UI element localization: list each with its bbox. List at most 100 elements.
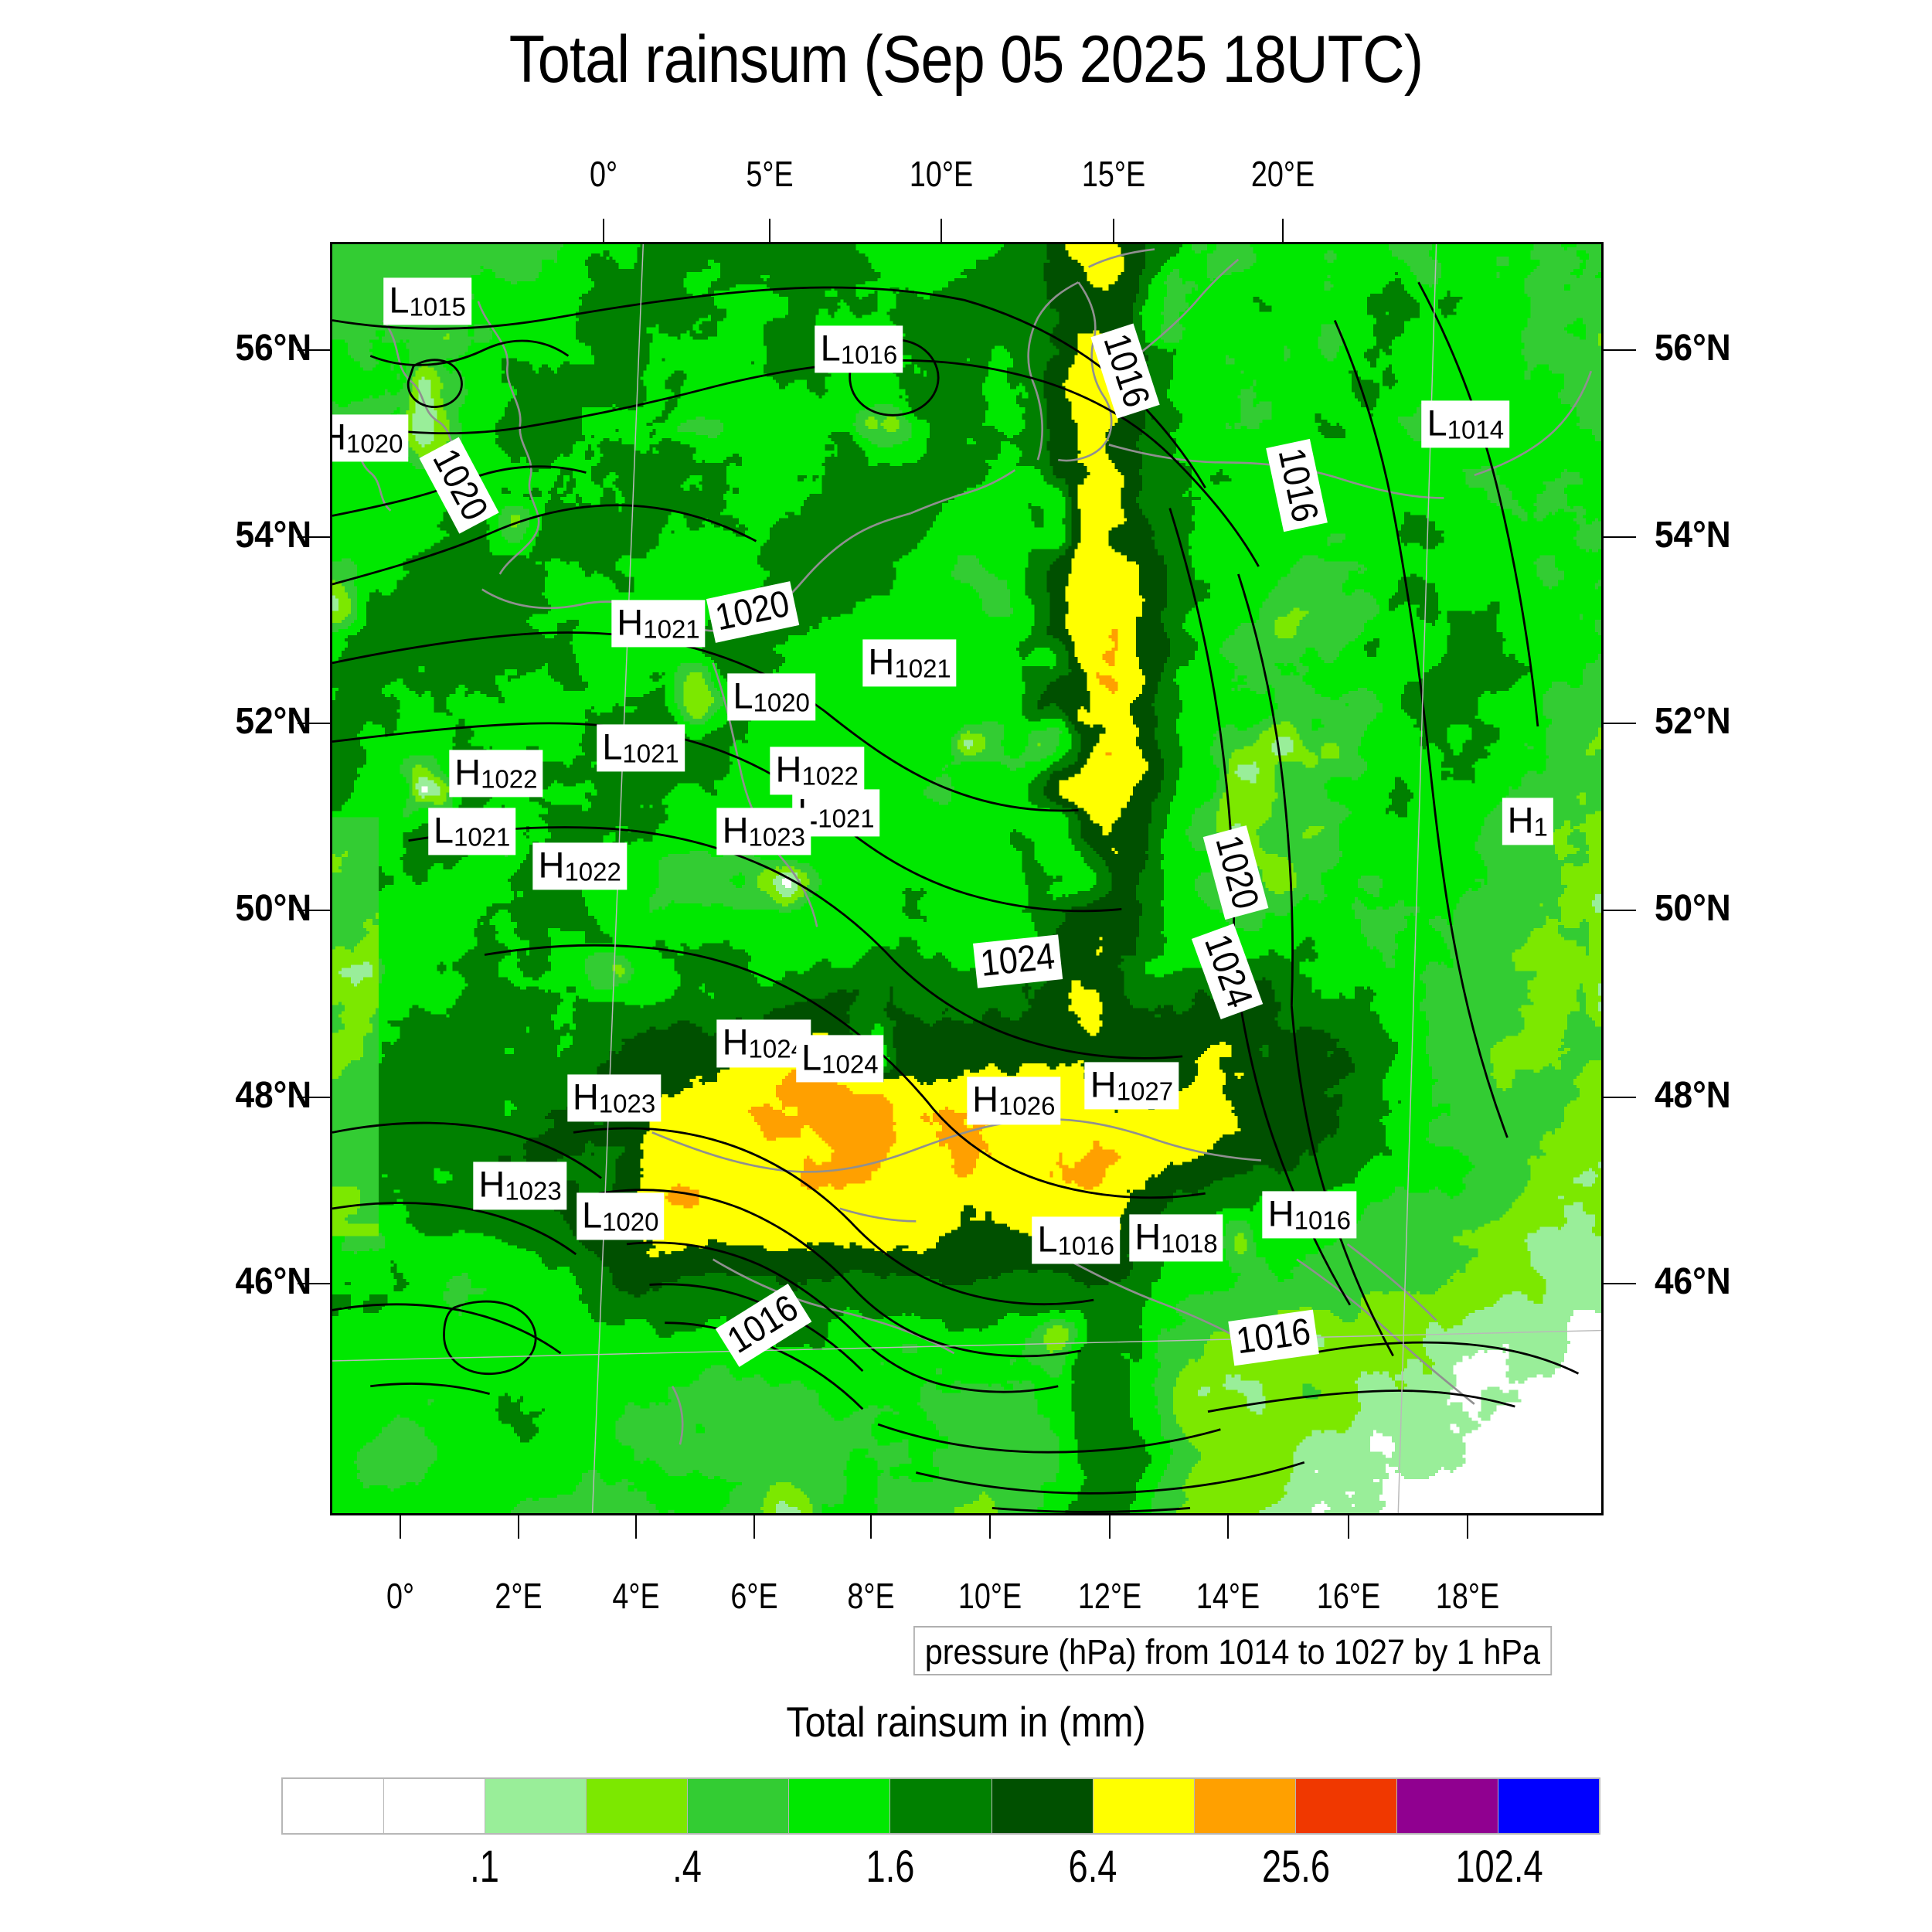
pressure-center-label-low-12: L1021 (427, 808, 516, 855)
top-tickmark-0 (603, 219, 605, 242)
right-lat-tick-0: 56°N (1655, 328, 1731, 369)
isobar-1020-e (1237, 573, 1294, 1006)
bottom-tick-7: 14°E (1196, 1576, 1260, 1616)
left-lat-tick-5: 46°N (235, 1261, 312, 1303)
pressure-center-label-high-9: H1022 (770, 747, 864, 795)
coastline-segment-18 (1296, 1258, 1475, 1405)
isobar-1025 (573, 1127, 851, 1223)
isobar-value-label-5: 1024 (972, 934, 1063, 988)
isobar-1015-n (332, 286, 964, 330)
isobar-1016-e1 (1333, 319, 1427, 732)
right-latmark-4 (1604, 1097, 1636, 1099)
map-plot-area[interactable]: L1015 L1016 H1020 L1014 H1021 H1021 L1020 L1021… (330, 242, 1604, 1515)
colorbar-segment-7 (992, 1779, 1094, 1833)
isobar-1026 (598, 1189, 854, 1288)
coastlines-layer (344, 248, 1593, 1445)
left-latmark-5 (298, 1283, 330, 1285)
pressure-center-label-low-7: L1021 (597, 724, 685, 772)
colorbar-segment-6 (890, 1779, 992, 1833)
bottom-tickmark-1 (517, 1515, 519, 1539)
coastline-segment-21 (839, 1207, 917, 1223)
colorbar-label-5: 25.6 (1262, 1842, 1331, 1892)
colorbar-label-1: .1 (469, 1842, 499, 1892)
isobar-1020-sw (332, 1303, 562, 1355)
graticule-layer (332, 244, 1601, 1513)
left-lat-tick-4: 48°N (235, 1075, 312, 1117)
colorbar-segment-12 (1498, 1779, 1600, 1833)
colorbar-label-4: 6.4 (1069, 1842, 1117, 1892)
left-latmark-2 (298, 722, 330, 724)
bottom-tick-2: 4°E (611, 1576, 660, 1616)
coastline-segment-14 (651, 1118, 1033, 1173)
isobars-layer (332, 281, 1580, 1513)
pressure-center-label-high-11: H1023 (716, 808, 811, 855)
coastline-segment-19 (1346, 1243, 1437, 1321)
colorbar-title: Total rainsum in (mm) (786, 1698, 1146, 1746)
isobar-1020-sw2 (370, 1383, 490, 1396)
bottom-tickmark-8 (1348, 1515, 1350, 1539)
top-tick-2: 10°E (909, 154, 974, 194)
bottom-tickmark-5 (988, 1515, 991, 1539)
isobar-1022 (332, 722, 831, 816)
bottom-tick-9: 18°E (1435, 1576, 1499, 1616)
pressure-center-label-low-1: L1016 (815, 325, 903, 373)
right-lat-tick-5: 46°N (1655, 1261, 1731, 1303)
bottom-tick-4: 8°E (847, 1576, 895, 1616)
top-tick-1: 5°E (745, 154, 794, 194)
bottom-tickmark-9 (1466, 1515, 1468, 1539)
bottom-tick-8: 16°E (1317, 1576, 1381, 1616)
pressure-center-label-high-15: H1024 (716, 1019, 811, 1068)
left-lat-tick-3: 50°N (235, 888, 312, 930)
isobar-1023-e (892, 959, 1183, 1060)
right-latmark-2 (1604, 722, 1636, 724)
bottom-tickmark-4 (870, 1515, 872, 1539)
isobar-1027 (626, 1241, 859, 1337)
colorbar-label-3: 1.6 (866, 1842, 915, 1892)
right-lat-tick-2: 52°N (1655, 700, 1731, 742)
isobar-1021 (332, 631, 825, 713)
pressure-center-label-high-13: H1 (1502, 798, 1553, 845)
left-latmark-4 (298, 1097, 330, 1099)
pressure-center-label-high-8: H1022 (449, 750, 543, 798)
coastline-segment-11 (1474, 370, 1593, 477)
pressure-center-label-high-2: H1020 (332, 414, 409, 462)
top-tickmark-1 (768, 219, 770, 242)
pressure-center-label-high-4: H1021 (611, 600, 706, 648)
pressure-center-label-high-17: H1023 (566, 1074, 662, 1122)
pressure-center-label-low-0: L1015 (383, 277, 471, 325)
isobar-1014-e (1417, 281, 1539, 727)
top-tickmark-4 (1281, 219, 1284, 242)
left-latmark-1 (298, 536, 330, 539)
bottom-tickmark-2 (634, 1515, 637, 1539)
colorbar-segment-5 (789, 1779, 891, 1833)
left-latmark-0 (298, 349, 330, 352)
colorbar-segment-8 (1093, 1779, 1195, 1833)
left-lat-tick-2: 52°N (235, 700, 312, 742)
map-vector-overlay (332, 244, 1601, 1513)
isobar-1015-s (915, 1461, 1305, 1495)
coastline-segment-20 (671, 1386, 684, 1445)
pressure-legend-box: pressure (hPa) from 1014 to 1027 by 1 hP… (913, 1626, 1552, 1675)
bottom-tick-0: 0° (386, 1576, 414, 1616)
isobar-1016-se (1207, 1389, 1515, 1413)
colorbar[interactable] (281, 1777, 1600, 1835)
isobar-1022-e (828, 814, 1122, 913)
isobar-1015 (369, 339, 570, 366)
right-latmark-5 (1604, 1283, 1636, 1285)
isobar-1020-b (332, 504, 757, 586)
top-tick-0: 0° (590, 154, 618, 194)
colorbar-segment-11 (1396, 1779, 1498, 1833)
isobar-1024 (484, 944, 935, 1111)
coastline-segment-9 (1123, 258, 1240, 367)
bottom-tickmark-7 (1226, 1515, 1229, 1539)
left-lat-tick-0: 56°N (235, 328, 312, 369)
isobar-1024-e (933, 1108, 1206, 1199)
isobar-1021-sw (332, 1202, 577, 1256)
bottom-tick-1: 2°E (495, 1576, 543, 1616)
colorbar-segment-9 (1194, 1779, 1296, 1833)
pressure-center-label-high-23: H1018 (1129, 1214, 1223, 1262)
pressure-center-label-high-19: H1027 (1084, 1062, 1179, 1110)
pressure-center-label-low-3: L1014 (1421, 400, 1510, 448)
isobar-1016-ne (1043, 380, 1260, 567)
